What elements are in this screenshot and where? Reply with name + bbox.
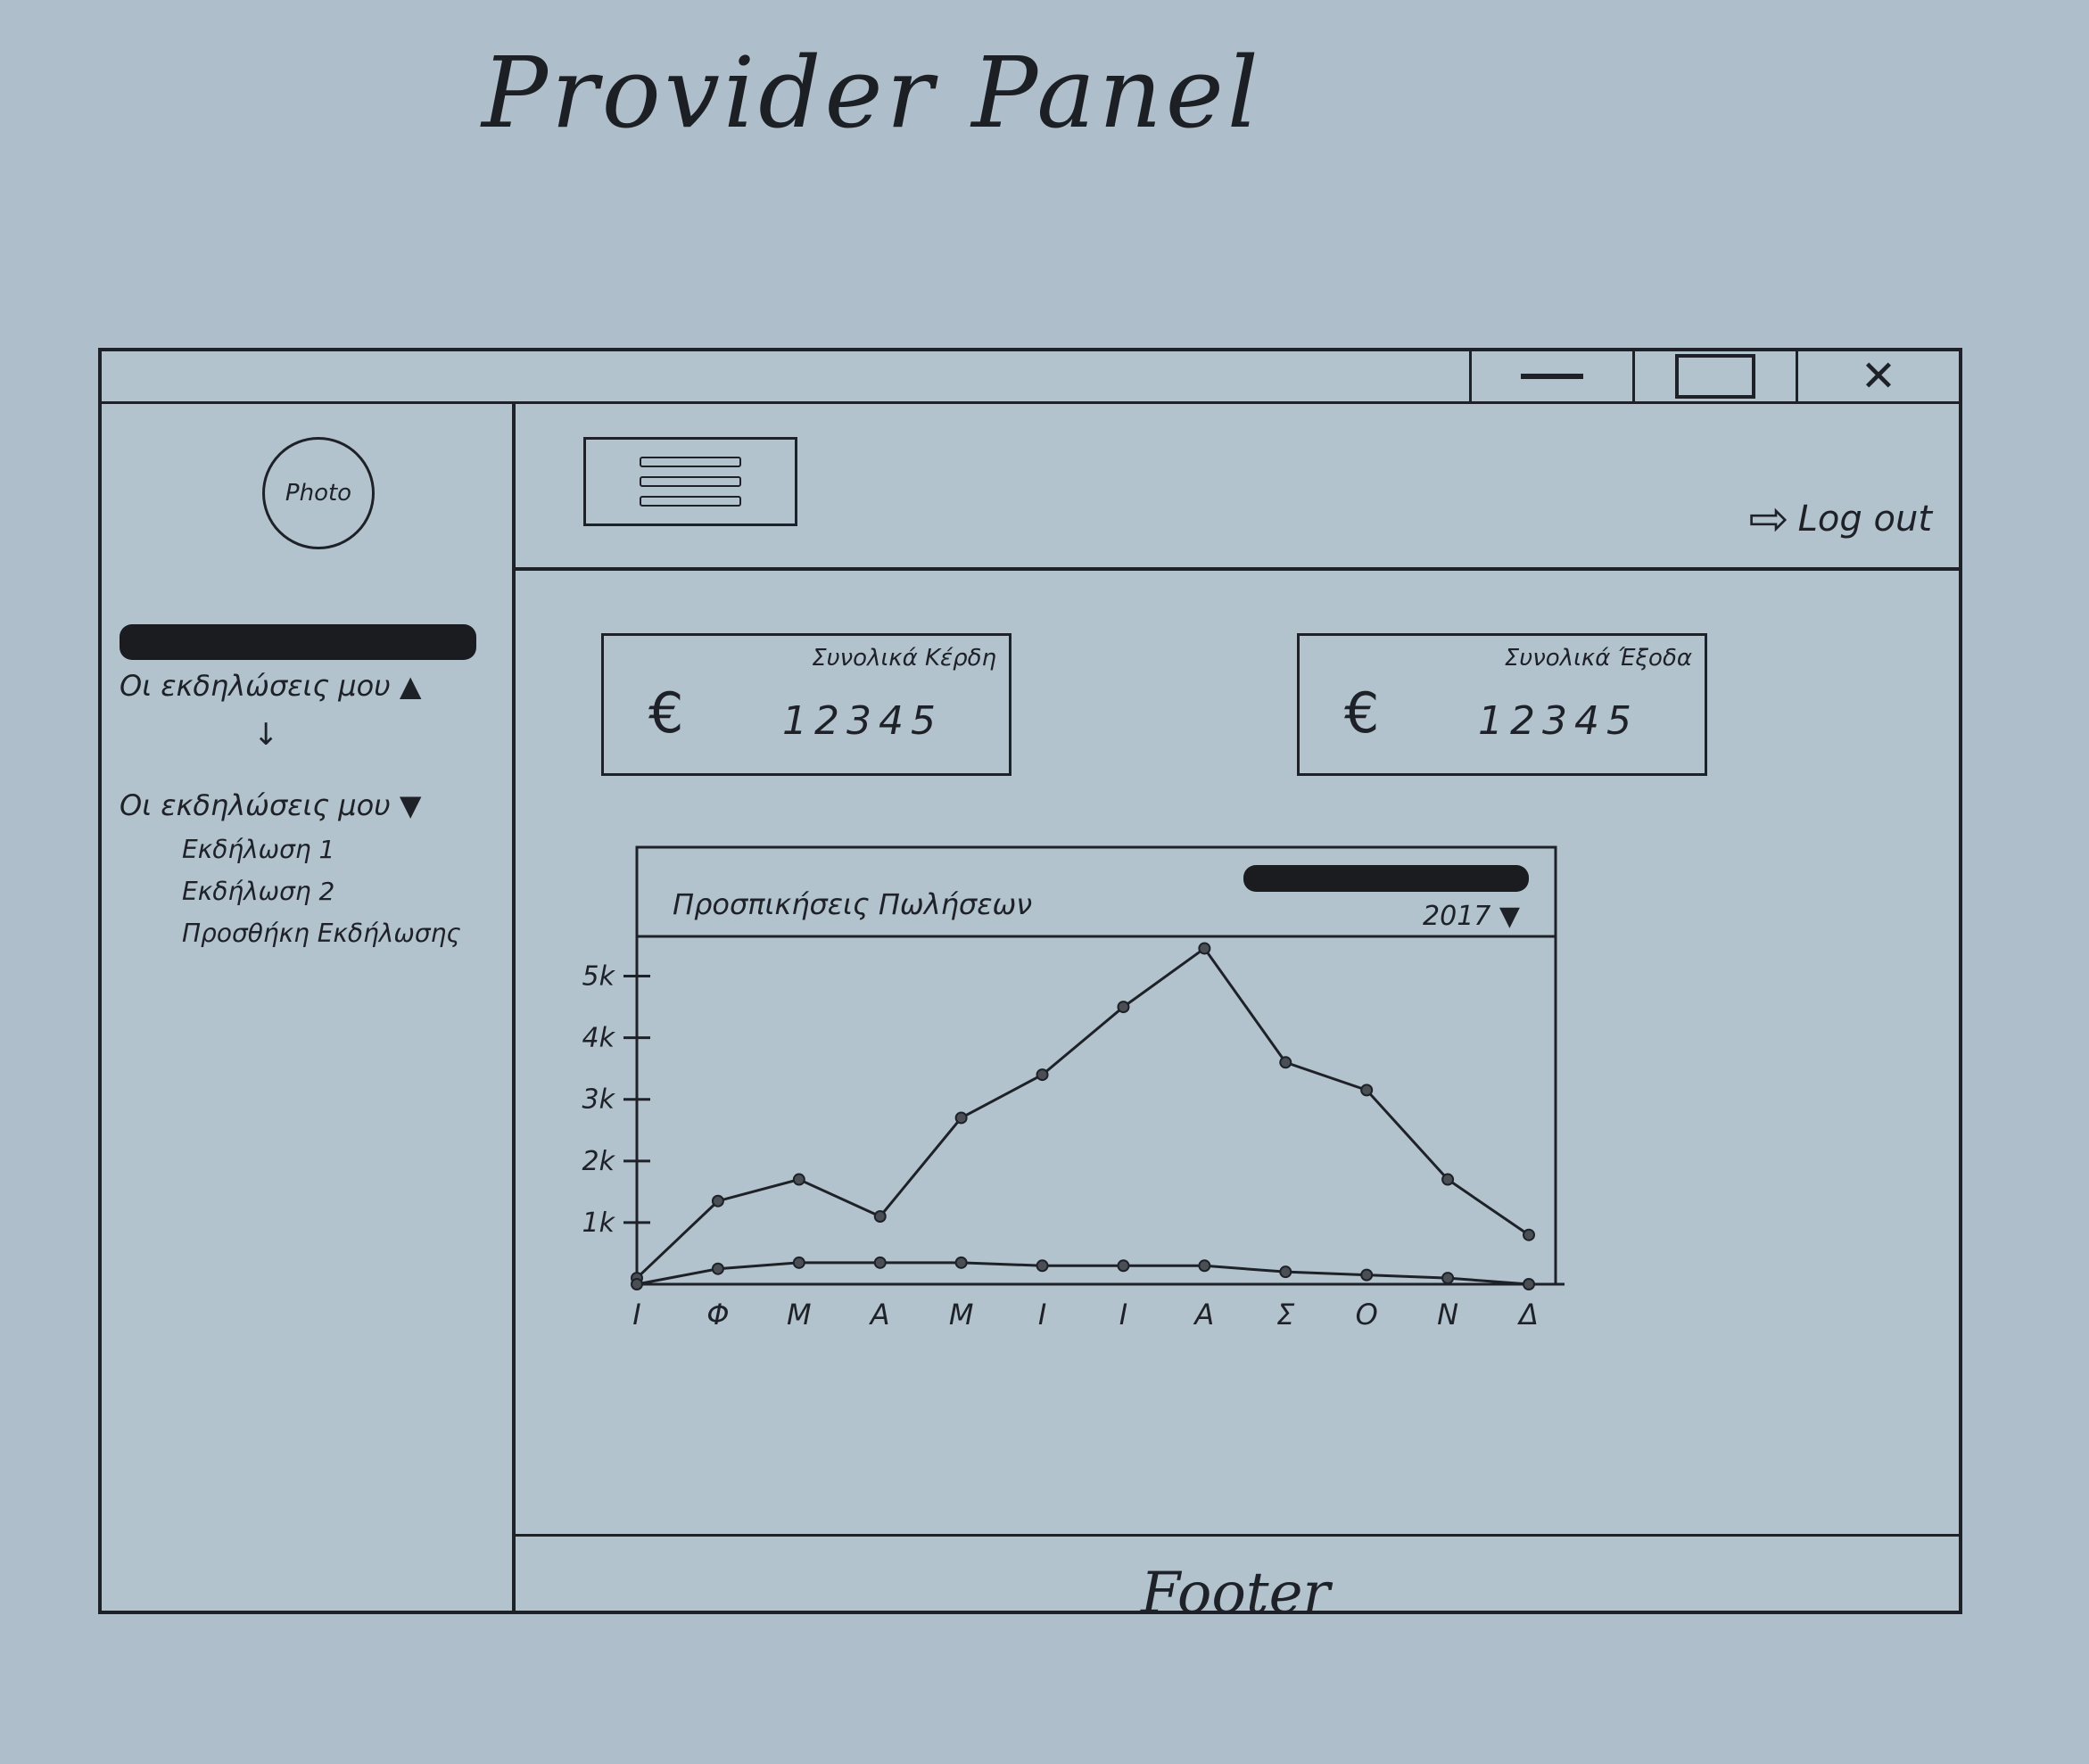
data-point [792,1173,805,1186]
logout-icon: ⇨ [1748,490,1789,547]
main-area: ⇨ Log out Συνολικά Κέρδη € 12345 Συνολικ… [512,401,1959,1627]
redacted-username [120,624,476,660]
arrow-down-icon: ↓ [253,717,279,753]
data-point [792,1256,805,1269]
maximize-button[interactable] [1632,351,1796,401]
hamburger-menu-button[interactable] [583,437,797,526]
data-point [1523,1228,1535,1241]
x-tick-label: Φ [706,1298,729,1331]
logout-button[interactable]: ⇨ Log out [1748,490,1932,547]
data-point [954,1111,968,1125]
data-point [1523,1278,1535,1290]
avatar-label: Photo [285,480,352,507]
hamburger-line [640,476,741,487]
menu-my-events-expanded[interactable]: Οι εκδηλώσεις μου ▼ [120,788,422,822]
avatar[interactable]: Photo [262,437,375,549]
title-bar: ✕ [102,351,1959,404]
data-point [1360,1268,1374,1282]
data-point [711,1194,724,1208]
x-tick-label: Α [1193,1298,1214,1331]
chart-title: Προσπικήσεις Πωλήσεων [673,887,1033,921]
menu-my-events-collapsed[interactable]: Οι εκδηλώσεις μου ▲ [120,669,422,703]
data-point [711,1262,724,1275]
x-tick-label: Δ [1516,1298,1539,1331]
series-line-2 [636,1261,1530,1286]
card-value: 12345 [1478,698,1639,744]
sidebar-item-event-2[interactable]: Εκδήλωση 2 [182,877,335,906]
data-point [1036,1259,1049,1273]
x-tick-label: Ο [1356,1298,1378,1331]
logout-label: Log out [1797,498,1932,540]
sales-chart-panel: 1k 2k 3k 4k 5k Ι Φ Μ Α Μ Ι Ι Α Σ Ο Ν Δ Προσπικήσεις Πωλή… [548,838,1565,1338]
x-tick-label: Μ [787,1298,812,1331]
data-point [631,1278,643,1290]
window-controls: ✕ [1469,351,1959,401]
data-point [954,1256,968,1269]
data-point [1198,942,1211,955]
y-tick-label: 3k [582,1084,616,1116]
y-tick-label: 1k [582,1208,616,1239]
data-point [1198,1259,1211,1273]
data-point [1117,1259,1130,1273]
data-point [1279,1056,1292,1069]
x-tick-label: Ι [632,1298,640,1331]
y-tick-label: 4k [582,1023,616,1054]
close-button[interactable]: ✕ [1796,351,1959,401]
maximize-icon [1675,354,1755,399]
data-point [1441,1173,1455,1186]
page-title: Provider Panel [482,36,1262,150]
data-point [873,1210,887,1223]
x-tick-label: Ι [1119,1298,1127,1331]
sidebar-item-event-1[interactable]: Εκδήλωση 1 [182,835,335,864]
euro-icon: € [1344,680,1380,746]
series-line-1 [635,946,1530,1280]
data-point [873,1256,887,1269]
x-tick-label: Ι [1038,1298,1046,1331]
hamburger-line [640,457,741,467]
footer: Footer [1140,1561,1331,1627]
euro-icon: € [648,680,684,746]
card-label: Συνολικά Έξοδα [1504,645,1692,672]
x-tick-label: Α [869,1298,890,1331]
year-select[interactable]: 2017 ▼ [1423,901,1520,932]
data-point [1117,1001,1130,1014]
total-income-card: Συνολικά Κέρδη € 12345 [601,633,1011,776]
event-list: Εκδήλωση 1 Εκδήλωση 2 Προσθήκη Εκδήλωσης [182,835,494,948]
hamburger-line [640,496,741,507]
side-menu: Οι εκδηλώσεις μου ▲ ↓ Οι εκδηλώσεις μου … [120,669,494,960]
top-bar: ⇨ Log out [512,401,1959,571]
minimize-icon [1521,374,1583,379]
data-point [1441,1272,1455,1285]
data-point [1279,1265,1292,1279]
close-icon: ✕ [1860,351,1897,401]
y-tick-label: 5k [582,961,616,993]
y-tick-label: 2k [582,1146,616,1177]
minimize-button[interactable] [1469,351,1632,401]
sales-chart: 1k 2k 3k 4k 5k Ι Φ Μ Α Μ Ι Ι Α Σ Ο Ν Δ [582,845,1565,1331]
sidebar-item-add-event[interactable]: Προσθήκη Εκδήλωσης [182,919,461,948]
x-tick-label: Σ [1276,1298,1295,1331]
card-label: Συνολικά Κέρδη [812,645,996,672]
x-tick-label: Ν [1437,1298,1458,1331]
redacted-label [1243,865,1529,892]
sidebar: Photo Οι εκδηλώσεις μου ▲ ↓ Οι εκδηλώσει… [102,401,516,1611]
card-value: 12345 [782,698,943,744]
footer-divider [512,1534,1959,1537]
data-point [1360,1084,1374,1097]
total-expenses-card: Συνολικά Έξοδα € 12345 [1297,633,1707,776]
app-window: ✕ Photo Οι εκδηλώσεις μου ▲ ↓ Οι εκδηλώσ… [98,348,1962,1627]
data-point [1036,1068,1049,1082]
x-tick-label: Μ [949,1298,974,1331]
